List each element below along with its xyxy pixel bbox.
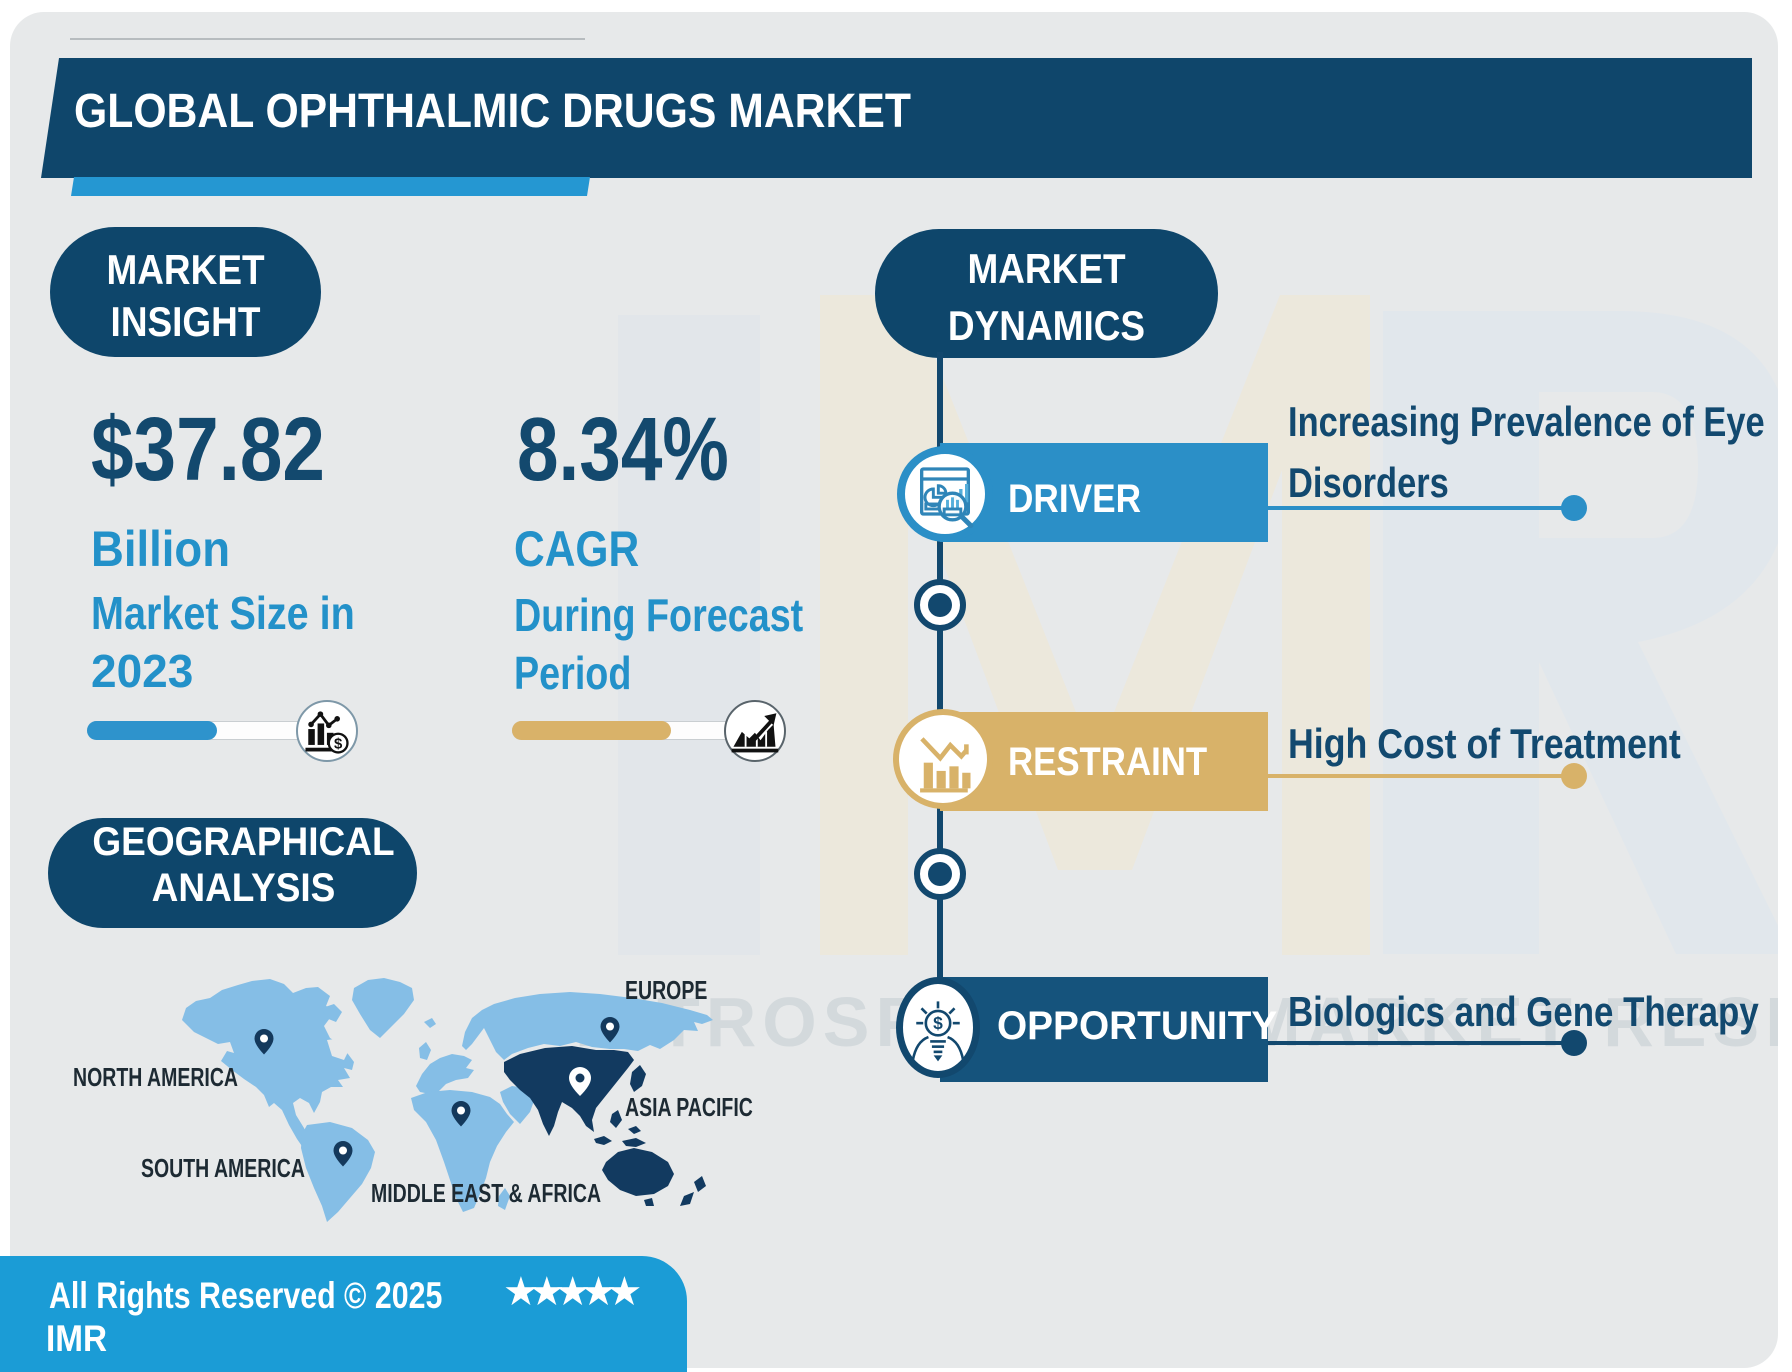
svg-text:$: $	[933, 1013, 943, 1033]
svg-text:$: $	[334, 736, 343, 753]
